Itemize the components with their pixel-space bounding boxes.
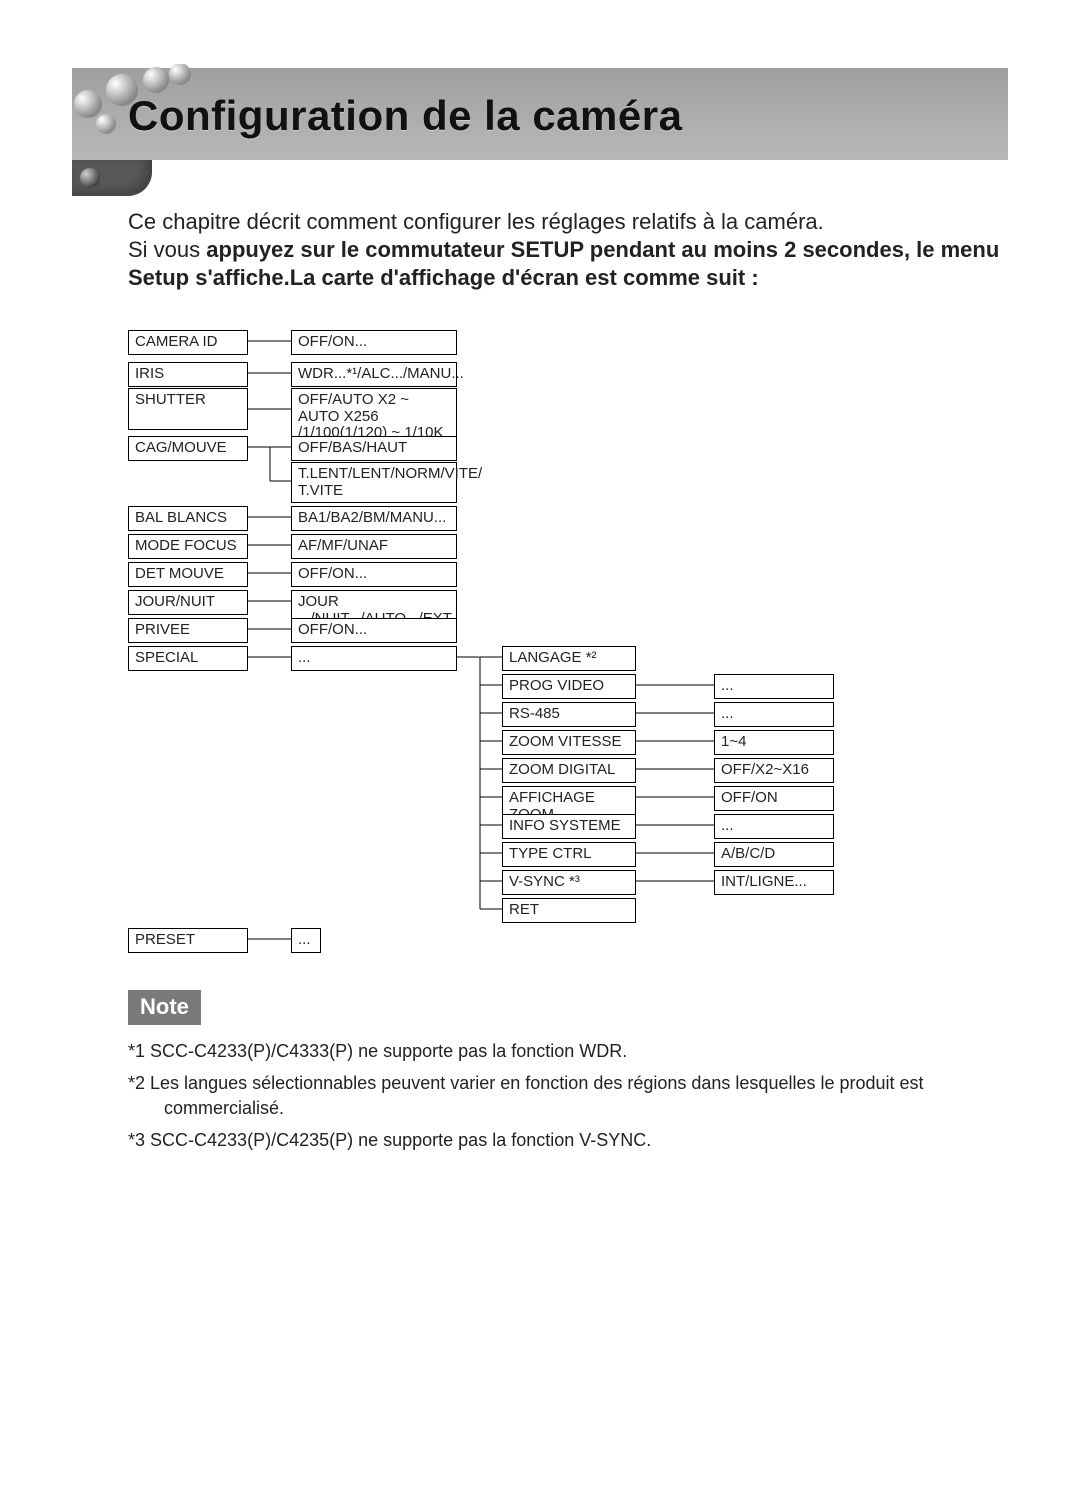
note-item-3: *3 SCC-C4233(P)/C4235(P) ne supporte pas… xyxy=(164,1128,984,1152)
menu-value-9: OFF/ON... xyxy=(291,618,457,643)
menu-BAL BLANCS: BAL BLANCS xyxy=(128,506,248,531)
special-RET: RET xyxy=(502,898,636,923)
menu-value-10: ... xyxy=(291,646,457,671)
menu-JOUR/NUIT: JOUR/NUIT xyxy=(128,590,248,615)
special-val-3: 1~4 xyxy=(714,730,834,755)
menu-value-6: AF/MF/UNAF xyxy=(291,534,457,559)
menu-value-0: OFF/ON... xyxy=(291,330,457,355)
note-tag: Note xyxy=(128,990,201,1025)
intro-bold: appuyez sur le commutateur SETUP xyxy=(206,237,583,262)
intro-line2a: Si vous xyxy=(128,237,206,262)
menu-value-1: WDR...*¹/ALC.../MANU... xyxy=(291,362,457,387)
menu-value-3: OFF/BAS/HAUT xyxy=(291,436,457,461)
accent-bubble-icon xyxy=(72,160,152,196)
menu-MODE FOCUS: MODE FOCUS xyxy=(128,534,248,559)
menu-value-4: T.LENT/LENT/NORM/VITE/ T.VITE xyxy=(291,462,457,503)
special-val-1: ... xyxy=(714,674,834,699)
special-RS-485: RS-485 xyxy=(502,702,636,727)
page: Configuration de la caméra Ce chapitre d… xyxy=(0,0,1080,1491)
special-ZOOM-DIGITAL: ZOOM DIGITAL xyxy=(502,758,636,783)
menu-CAMERA ID: CAMERA ID xyxy=(128,330,248,355)
special-val-7: A/B/C/D xyxy=(714,842,834,867)
special-val-2: ... xyxy=(714,702,834,727)
intro-text: Ce chapitre décrit comment configurer le… xyxy=(128,208,1008,292)
special-INFO-SYSTEME: INFO SYSTEME xyxy=(502,814,636,839)
note-text: SCC-C4233(P)/C4235(P) ne supporte pas la… xyxy=(150,1130,651,1150)
special-TYPE-CTRL: TYPE CTRL xyxy=(502,842,636,867)
menu-SHUTTER: SHUTTER xyxy=(128,388,248,430)
menu-tree-diagram: CAMERA ID OFF/ON... IRIS WDR...*¹/ALC.../MA… xyxy=(128,330,838,945)
special-PROG-VIDEO: PROG VIDEO xyxy=(502,674,636,699)
note-text: Les langues sélectionnables peuvent vari… xyxy=(150,1073,924,1117)
intro-line1: Ce chapitre décrit comment configurer le… xyxy=(128,209,824,234)
header-accent xyxy=(72,160,152,196)
preset-value: ... xyxy=(291,928,321,953)
menu-PRIVEE: PRIVEE xyxy=(128,618,248,643)
menu-value-5: BA1/BA2/BM/MANU... xyxy=(291,506,457,531)
note-item-2: *2 Les langues sélectionnables peuvent v… xyxy=(164,1071,984,1120)
note-section: Note *1 SCC-C4233(P)/C4333(P) ne support… xyxy=(128,990,984,1160)
note-item-1: *1 SCC-C4233(P)/C4333(P) ne supporte pas… xyxy=(164,1039,984,1063)
menu-SPECIAL: SPECIAL xyxy=(128,646,248,671)
menu-DET MOUVE: DET MOUVE xyxy=(128,562,248,587)
note-mark: *3 xyxy=(128,1130,150,1150)
special-val-4: OFF/X2~X16 xyxy=(714,758,834,783)
page-title: Configuration de la caméra xyxy=(128,92,682,140)
notes-list: *1 SCC-C4233(P)/C4333(P) ne supporte pas… xyxy=(128,1039,984,1152)
menu-CAG/MOUVE: CAG/MOUVE xyxy=(128,436,248,461)
menu-value-7: OFF/ON... xyxy=(291,562,457,587)
note-text: SCC-C4233(P)/C4333(P) ne supporte pas la… xyxy=(150,1041,627,1061)
special-val-8: INT/LIGNE... xyxy=(714,870,834,895)
note-mark: *1 xyxy=(128,1041,150,1061)
menu-IRIS: IRIS xyxy=(128,362,248,387)
menu-PRESET: PRESET xyxy=(128,928,248,953)
special-ZOOM-VITESSE: ZOOM VITESSE xyxy=(502,730,636,755)
special-val-6: ... xyxy=(714,814,834,839)
special-V-SYNC-: V-SYNC *³ xyxy=(502,870,636,895)
special-val-5: OFF/ON xyxy=(714,786,834,811)
note-mark: *2 xyxy=(128,1073,150,1093)
special-LANGAGE-: LANGAGE *² xyxy=(502,646,636,671)
